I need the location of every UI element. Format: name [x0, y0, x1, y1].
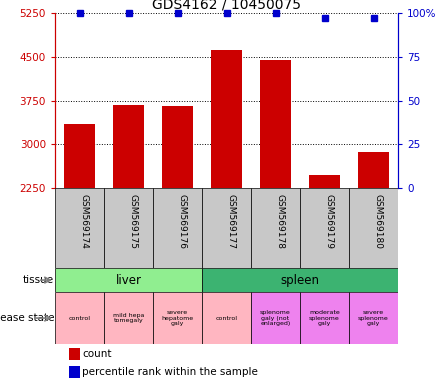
- Text: tissue: tissue: [23, 275, 54, 285]
- Text: GSM569180: GSM569180: [374, 194, 382, 250]
- Bar: [300, 188, 349, 268]
- Bar: [251, 188, 300, 268]
- Text: percentile rank within the sample: percentile rank within the sample: [82, 367, 258, 377]
- Text: control: control: [68, 316, 91, 321]
- Text: count: count: [82, 349, 111, 359]
- Text: GSM569175: GSM569175: [128, 194, 138, 250]
- Bar: [113, 105, 145, 188]
- Bar: [211, 50, 242, 188]
- Text: moderate
splenome
galy: moderate splenome galy: [309, 310, 340, 326]
- Text: spleen: spleen: [280, 273, 319, 286]
- Bar: [64, 124, 95, 188]
- Title: GDS4162 / 10450075: GDS4162 / 10450075: [152, 0, 301, 12]
- Text: liver: liver: [116, 273, 141, 286]
- Bar: [69, 366, 80, 378]
- Text: GSM569176: GSM569176: [177, 194, 187, 250]
- Bar: [309, 175, 340, 188]
- Bar: [202, 268, 398, 292]
- Bar: [69, 348, 80, 360]
- Bar: [55, 292, 104, 344]
- Text: splenome
galy (not
enlarged): splenome galy (not enlarged): [260, 310, 291, 326]
- Bar: [162, 106, 194, 188]
- Bar: [349, 188, 398, 268]
- Text: GSM569179: GSM569179: [325, 194, 333, 250]
- Text: severe
hepatome
galy: severe hepatome galy: [162, 310, 194, 326]
- Bar: [104, 292, 153, 344]
- Bar: [153, 292, 202, 344]
- Bar: [349, 292, 398, 344]
- Bar: [153, 188, 202, 268]
- Text: GSM569178: GSM569178: [276, 194, 285, 250]
- Bar: [357, 152, 389, 188]
- Text: control: control: [215, 316, 237, 321]
- Bar: [260, 60, 291, 188]
- Bar: [104, 188, 153, 268]
- Bar: [55, 188, 104, 268]
- Bar: [202, 292, 251, 344]
- Bar: [300, 292, 349, 344]
- Text: mild hepa
tomegaly: mild hepa tomegaly: [113, 313, 144, 323]
- Bar: [55, 268, 202, 292]
- Text: severe
splenome
galy: severe splenome galy: [358, 310, 389, 326]
- Bar: [202, 188, 251, 268]
- Text: GSM569177: GSM569177: [226, 194, 236, 250]
- Text: GSM569174: GSM569174: [80, 194, 88, 249]
- Bar: [251, 292, 300, 344]
- Text: disease state: disease state: [0, 313, 54, 323]
